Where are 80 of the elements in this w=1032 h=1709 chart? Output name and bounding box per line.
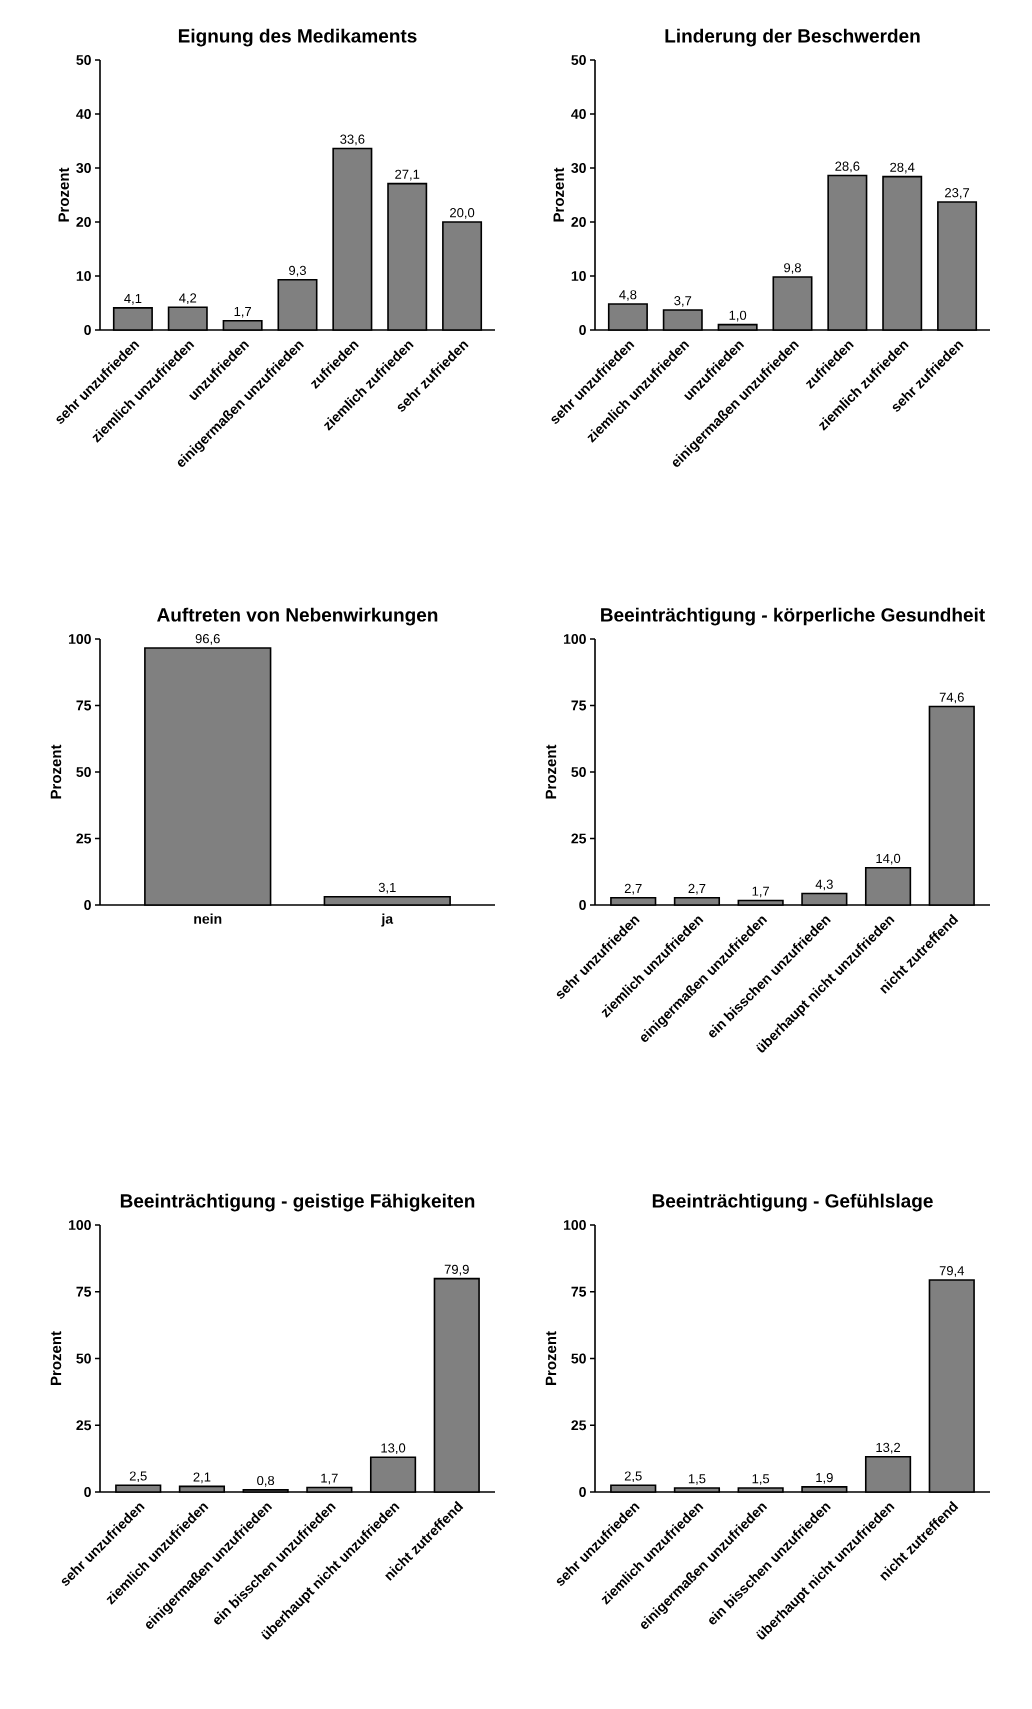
chart-title: Auftreten von Nebenwirkungen xyxy=(157,607,438,626)
data-label: 4,3 xyxy=(815,879,833,891)
y-tick-label: 50 xyxy=(571,1353,586,1364)
y-tick-label: 75 xyxy=(76,1286,92,1297)
data-label: 14,0 xyxy=(876,853,901,865)
data-label: 1,7 xyxy=(321,1473,338,1485)
y-tick-label: 0 xyxy=(579,900,586,910)
y-tick-label: 50 xyxy=(76,55,91,65)
data-label: 2,5 xyxy=(624,1471,642,1483)
y-tick-label: 20 xyxy=(76,217,91,227)
y-tick-label: 0 xyxy=(579,1487,586,1497)
y-axis-title: Prozent xyxy=(50,1331,62,1385)
data-label: 2,7 xyxy=(624,883,642,895)
y-tick-label: 40 xyxy=(571,109,586,119)
x-tick-label: ja xyxy=(381,913,394,927)
data-label: 1,9 xyxy=(816,1472,833,1484)
y-axis-title: Prozent xyxy=(58,167,70,222)
data-label: 28,6 xyxy=(835,161,860,173)
y-tick-label: 100 xyxy=(68,1220,91,1230)
data-label: 23,7 xyxy=(945,188,970,199)
y-tick-label: 10 xyxy=(571,271,586,281)
y-tick-label: 25 xyxy=(571,1420,587,1431)
y-tick-label: 25 xyxy=(76,833,92,844)
data-label: 13,2 xyxy=(876,1442,901,1454)
y-tick-label: 100 xyxy=(68,634,91,644)
y-tick-label: 10 xyxy=(76,271,91,281)
data-label: 1,7 xyxy=(234,307,252,318)
data-label: 1,0 xyxy=(729,310,747,322)
y-tick-label: 50 xyxy=(571,55,586,65)
chart-title: Beeinträchtigung - körperliche Gesundheit xyxy=(601,607,985,626)
y-axis-title: Prozent xyxy=(50,744,62,799)
data-label: 2,7 xyxy=(688,883,706,895)
y-tick-label: 0 xyxy=(84,325,91,335)
y-axis-title: Prozent xyxy=(545,1331,557,1385)
y-tick-label: 30 xyxy=(571,163,586,173)
data-label: 74,6 xyxy=(939,692,964,704)
data-label: 4,8 xyxy=(619,290,637,301)
data-label: 3,7 xyxy=(674,296,692,307)
data-label: 1,7 xyxy=(752,886,770,898)
data-label: 20,0 xyxy=(450,208,475,219)
y-tick-label: 0 xyxy=(84,1487,91,1497)
y-axis-title: Prozent xyxy=(553,167,565,222)
chart-title: Beeinträchtigung - geistige Fähigkeiten xyxy=(120,1193,475,1212)
data-label: 4,2 xyxy=(179,293,197,305)
data-label: 79,9 xyxy=(444,1264,469,1276)
y-tick-label: 0 xyxy=(84,900,91,910)
chart-title: Linderung der Beschwerden xyxy=(665,28,920,47)
data-label: 0,8 xyxy=(257,1475,275,1487)
data-label: 96,6 xyxy=(195,634,220,645)
data-label: 1,5 xyxy=(752,1474,770,1485)
x-tick-label: nein xyxy=(194,913,222,924)
y-tick-label: 25 xyxy=(571,833,587,844)
data-label: 33,6 xyxy=(340,134,365,146)
y-tick-label: 75 xyxy=(76,700,92,711)
data-label: 2,1 xyxy=(193,1472,211,1484)
data-label: 4,1 xyxy=(124,294,142,305)
y-tick-label: 75 xyxy=(571,700,587,711)
y-tick-label: 20 xyxy=(571,217,586,227)
data-label: 3,1 xyxy=(378,882,396,894)
y-tick-label: 50 xyxy=(571,767,586,777)
chart-title: Eignung des Medikaments xyxy=(178,28,417,47)
data-label: 9,8 xyxy=(784,263,801,274)
y-axis-title: Prozent xyxy=(545,744,557,799)
data-label: 28,4 xyxy=(890,162,915,174)
y-tick-label: 30 xyxy=(76,163,91,173)
data-label: 13,0 xyxy=(381,1443,406,1455)
y-tick-label: 25 xyxy=(76,1420,92,1431)
y-tick-label: 50 xyxy=(76,1353,91,1364)
data-label: 79,4 xyxy=(939,1266,965,1277)
chart-title: Beeinträchtigung - Gefühlslage xyxy=(652,1193,933,1212)
data-label: 9,3 xyxy=(289,265,306,277)
y-tick-label: 50 xyxy=(76,767,91,777)
y-tick-label: 100 xyxy=(563,634,586,644)
data-label: 2,5 xyxy=(129,1471,147,1483)
data-label: 27,1 xyxy=(395,169,420,181)
y-tick-label: 75 xyxy=(571,1286,587,1297)
y-tick-label: 0 xyxy=(579,325,586,335)
data-label: 1,5 xyxy=(688,1474,706,1485)
y-tick-label: 40 xyxy=(76,109,91,119)
y-tick-label: 100 xyxy=(563,1220,586,1230)
